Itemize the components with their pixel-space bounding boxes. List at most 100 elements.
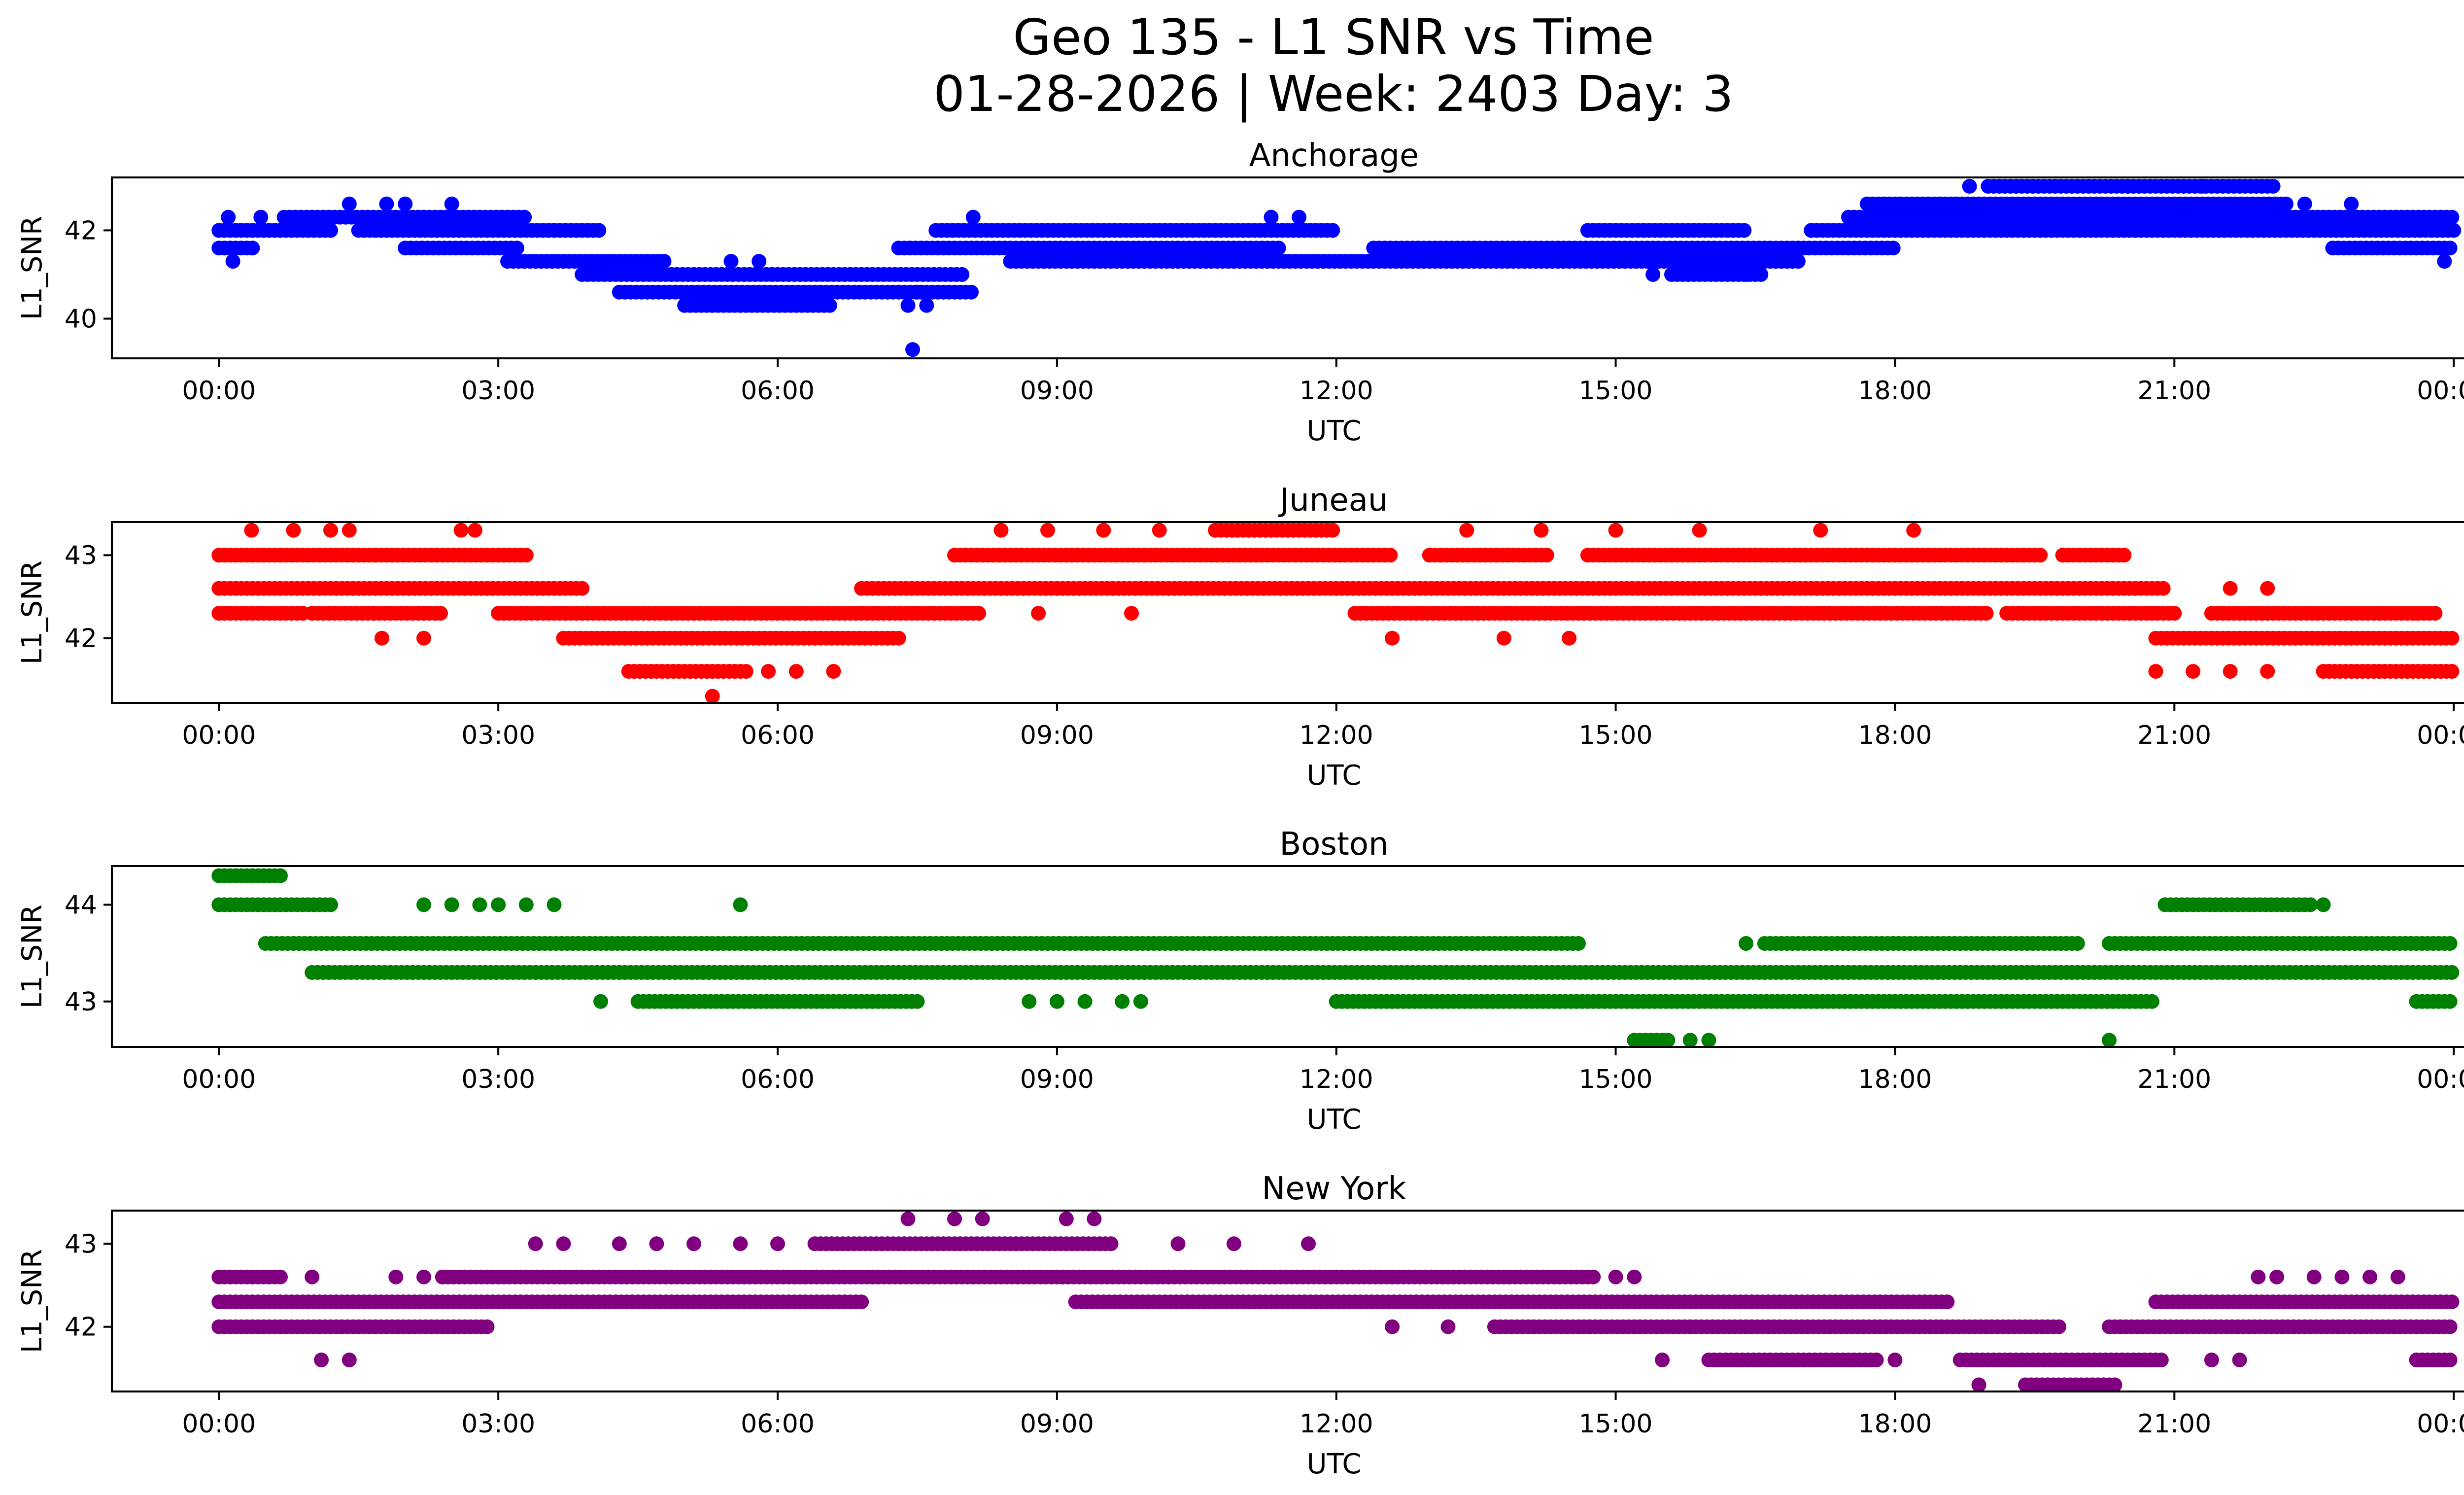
data-point [591,223,607,238]
data-point [245,241,260,256]
data-point [2444,209,2460,225]
figure-title-line-1: Geo 135 - L1 SNR vs Time [1013,8,1654,66]
data-point [2297,196,2312,211]
y-tick-label: 44 [65,891,97,920]
data-point [1979,606,1994,621]
data-point [905,342,920,357]
data-point [1040,522,1055,538]
data-point [2186,664,2201,679]
data-point [2223,581,2238,596]
data-point [2204,1353,2219,1367]
x-axis-label: UTC [1306,415,1361,447]
data-point [1103,1236,1119,1252]
data-point [910,994,925,1009]
data-point [2154,1353,2169,1367]
data-point [2372,606,2387,621]
data-point [910,284,925,300]
data-point [528,1236,543,1252]
x-tick-label: 06:00 [741,1409,815,1439]
data-point [517,209,532,225]
data-point [342,196,357,211]
data-point [900,1211,916,1226]
x-tick-label: 03:00 [461,721,535,750]
data-point [253,209,269,225]
data-point [2260,664,2275,679]
x-axis-label: UTC [1306,760,1361,792]
data-point [211,223,227,238]
data-point [1645,267,1661,282]
data-point [612,1236,627,1252]
x-tick-label: 15:00 [1579,1065,1653,1094]
data-point [2167,606,2182,621]
data-point [2232,1353,2247,1367]
data-point [947,1211,962,1226]
axis-group: 00:00 03:00 06:00 09:00 12:00 15:00 18:00 21:00… [65,541,2464,750]
data-point [509,241,524,256]
data-point [273,1269,288,1285]
data-point [1226,1236,1241,1252]
data-point [2444,1294,2460,1310]
y-tick-label: 43 [65,987,97,1017]
x-tick-label: 09:00 [1020,1065,1094,1094]
data-point [733,1236,748,1252]
x-tick-label: 09:00 [1020,1409,1094,1439]
axis-group: 00:00 03:00 06:00 09:00 12:00 15:00 18:00 21:00… [65,891,2464,1094]
x-tick-label: 21:00 [2137,1065,2211,1094]
data-point [1087,1211,1102,1226]
data-point [1271,241,1286,256]
data-point [891,630,906,646]
x-tick-label: 00:00 [2417,1409,2464,1439]
anchorage-panel: Anchorage 00:00 03:00 06:00 09:00 12:00 15:00… [16,138,2464,447]
data-point [2306,1269,2322,1285]
data-point [2437,254,2452,269]
data-point [1170,1236,1186,1252]
data-point [2409,606,2424,621]
x-tick-label: 00:00 [2417,1065,2464,1094]
data-point [1539,548,1554,563]
axis-group: 00:00 03:00 06:00 09:00 12:00 15:00 18:00 21:00… [65,216,2464,406]
data-point [225,254,240,269]
data-point [1459,522,1474,538]
data-point [1608,522,1623,538]
y-axis-label: L1_SNR [16,1249,48,1353]
x-tick-label: 21:00 [2137,376,2211,406]
data-point [323,223,338,238]
data-point [273,868,288,883]
data-point [1701,1033,1716,1048]
data-point [416,1269,431,1285]
y-tick-label: 42 [65,1313,97,1342]
data-point [2362,1269,2378,1285]
data-point [964,284,979,300]
data-point [1869,1353,1884,1367]
x-tick-label: 00:00 [2417,721,2464,750]
data-point [2344,196,2359,211]
data-point [1753,267,1769,282]
x-tick-label: 03:00 [461,1409,535,1439]
data-point [305,1269,320,1285]
data-point [1059,1211,1074,1226]
data-point [656,254,672,269]
data-point [1031,606,1046,621]
data-point [1152,522,1167,538]
data-point [2442,936,2458,951]
juneau-panel: Juneau 00:00 03:00 06:00 09:00 12:00 15:00 18:… [16,482,2464,792]
data-point [971,606,987,621]
axis-group: 00:00 03:00 06:00 09:00 12:00 15:00 18:00 21:00… [65,1229,2464,1439]
plot-frame [111,1210,2464,1392]
data-point [2033,548,2048,563]
data-point [1885,241,1901,256]
y-tick-label: 43 [65,541,97,570]
data-point [1385,1319,1400,1334]
data-point [323,897,338,912]
data-point [2102,1033,2117,1048]
data-point [1264,209,1279,225]
data-point [1739,936,1754,951]
data-point [1440,1319,1456,1334]
data-point [1813,522,1828,538]
data-point [1077,994,1093,1009]
x-tick-label: 18:00 [1858,1409,1932,1439]
data-point [286,522,301,538]
figure-title-line-2: 01-28-2026 | Week: 2403 Day: 3 [933,65,1733,123]
data-point [2442,994,2458,1009]
data-point [733,897,748,912]
